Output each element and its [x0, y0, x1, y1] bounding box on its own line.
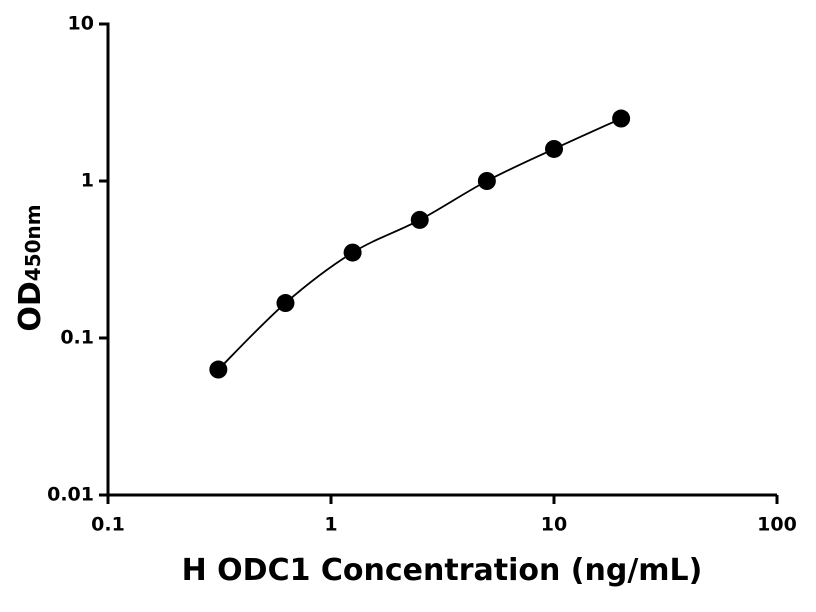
data-point [545, 139, 563, 158]
x-tick-label: 0.1 [91, 514, 125, 536]
x-tick-label: 100 [757, 514, 797, 536]
data-point [343, 243, 362, 262]
y-axis-label: OD450nm [13, 204, 48, 331]
y-tick-label: 1 [81, 170, 94, 192]
x-tick-label: 1 [324, 514, 337, 536]
x-axis-label: H ODC1 Concentration (ng/mL) [182, 553, 703, 588]
fit-curve [217, 117, 622, 371]
y-tick-label: 0.01 [47, 484, 94, 506]
data-point [276, 294, 295, 313]
x-tick-label: 10 [541, 514, 567, 536]
y-tick-label: 0.1 [60, 327, 94, 349]
data-point [209, 360, 228, 379]
y-label-subscript: 450nm [21, 204, 45, 281]
data-point [477, 172, 496, 190]
data-point [612, 109, 631, 128]
data-point [410, 210, 429, 229]
y-label-main: OD [13, 281, 48, 331]
y-tick-label: 10 [68, 13, 94, 35]
